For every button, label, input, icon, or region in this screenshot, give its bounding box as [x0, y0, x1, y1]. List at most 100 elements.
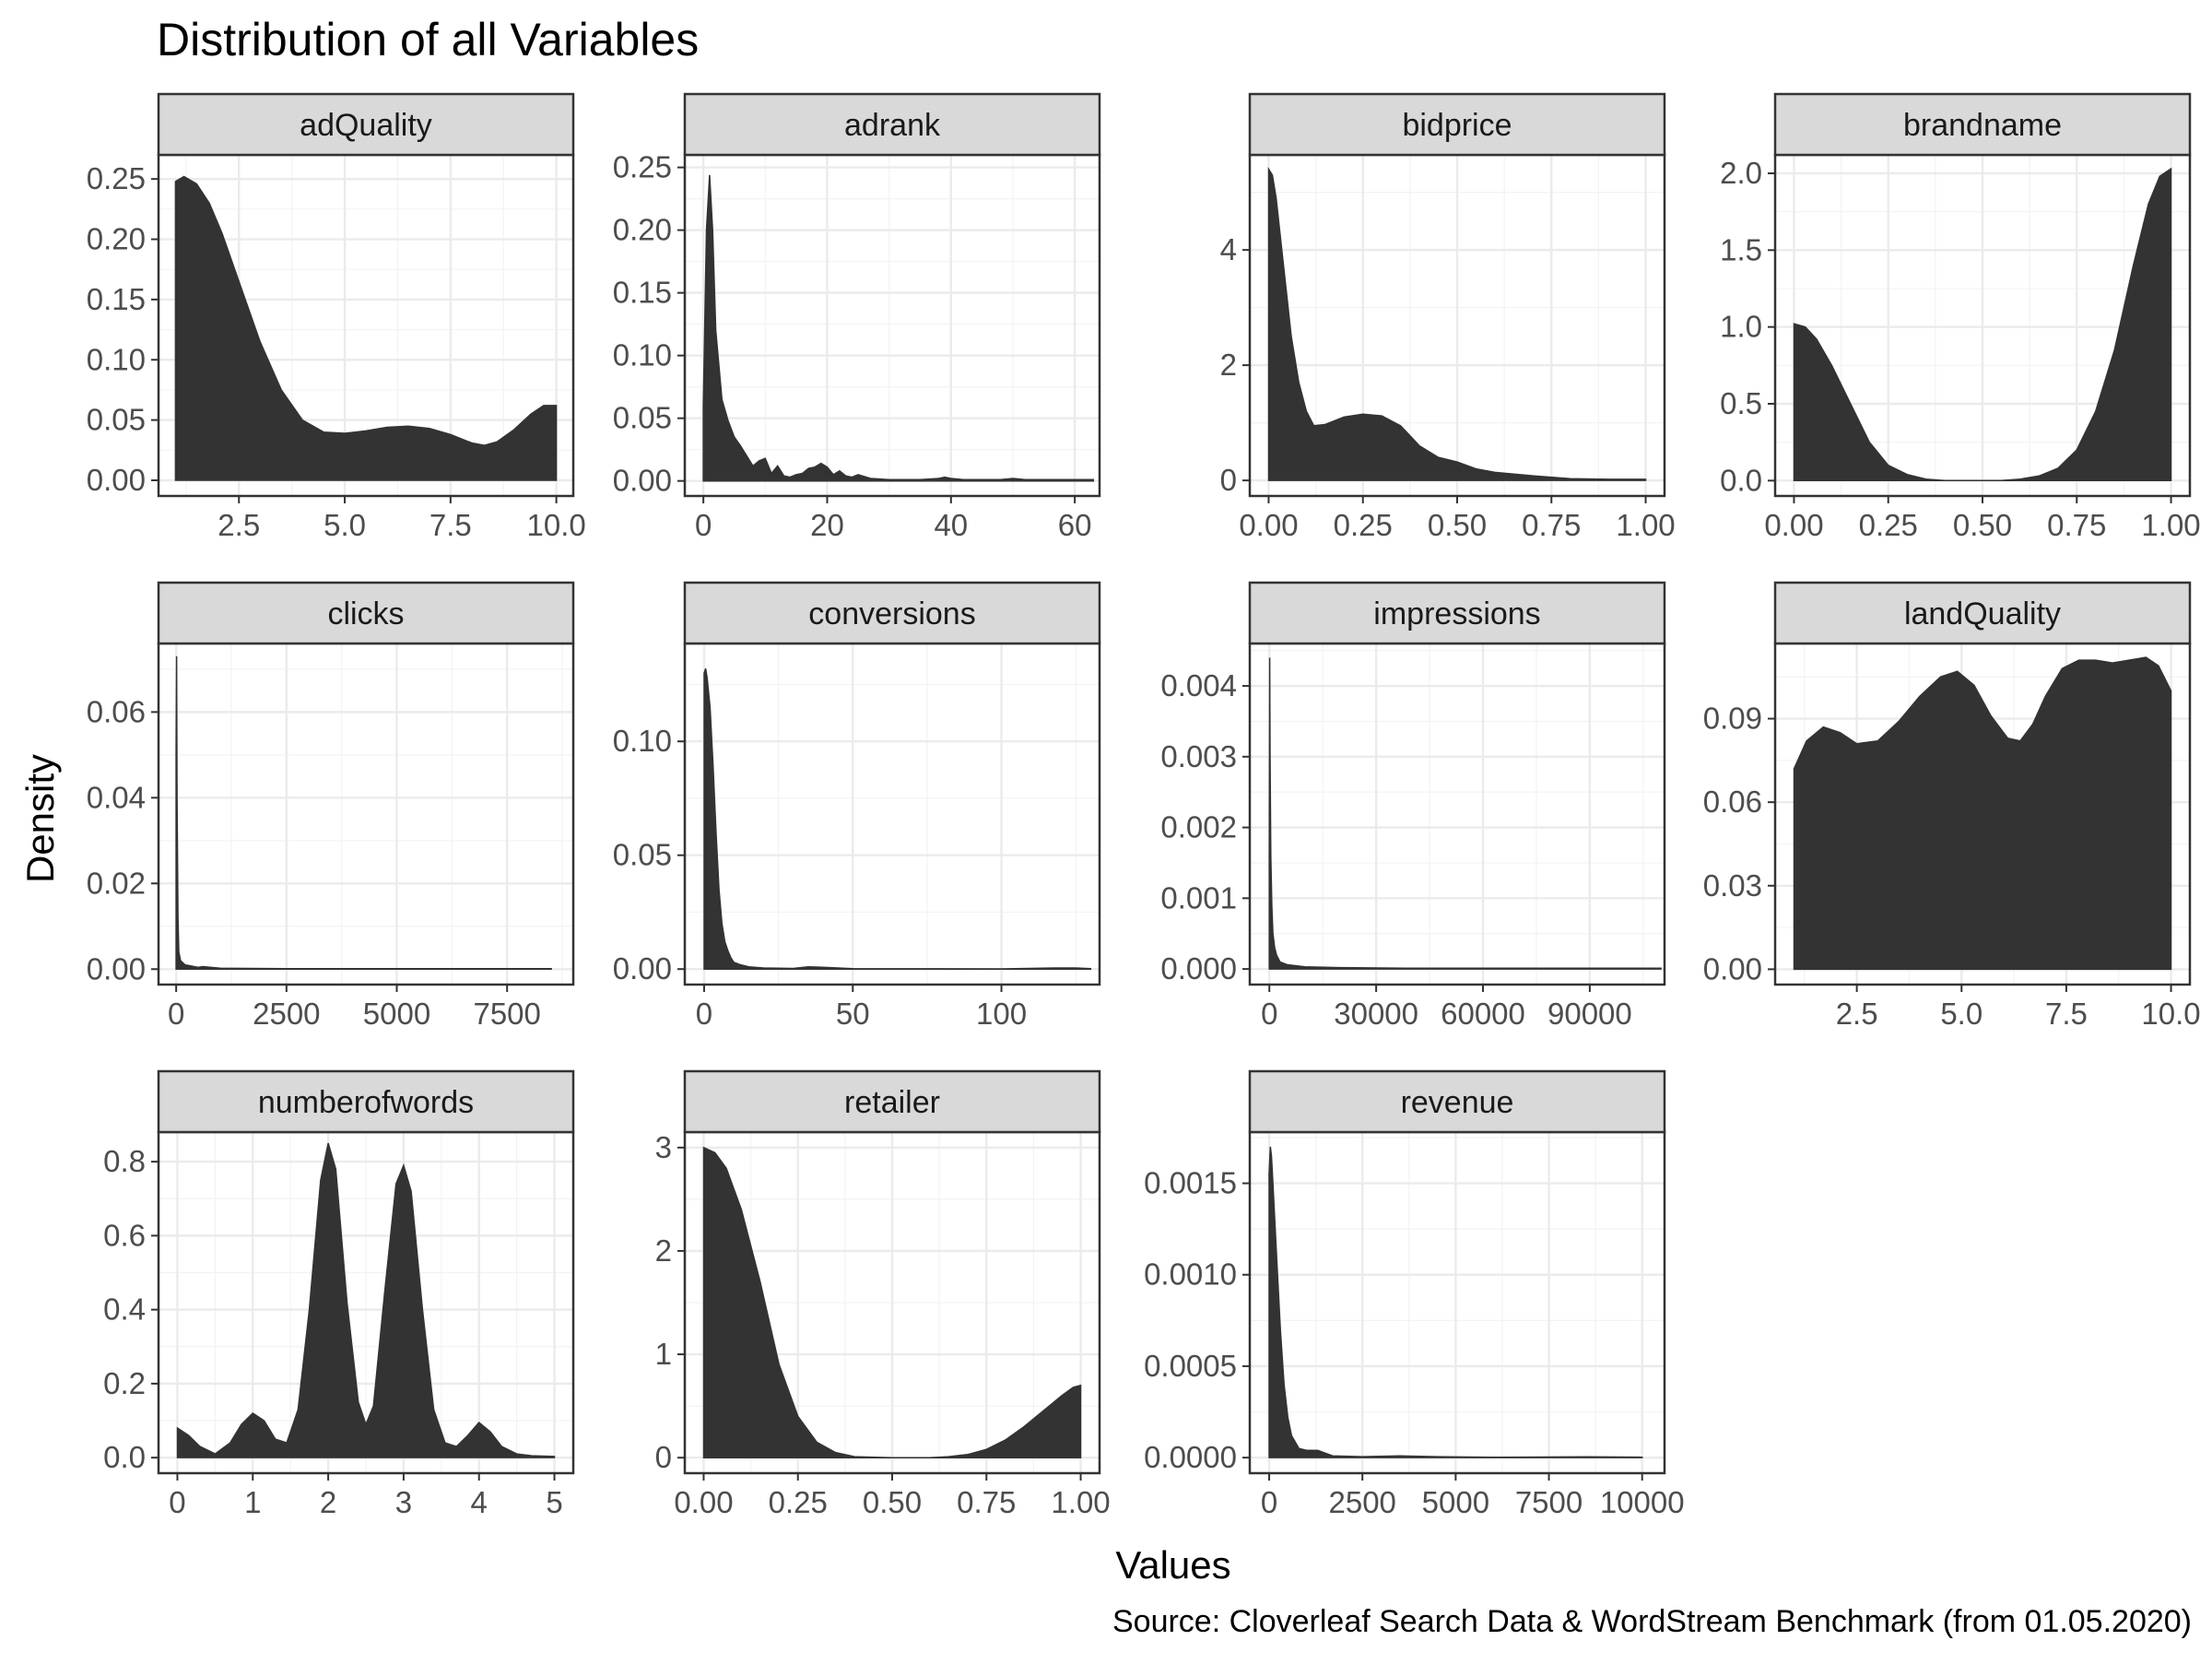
x-tick-label: 0: [1261, 1485, 1277, 1519]
y-tick-label: 1: [655, 1337, 672, 1371]
facet-strip: [1248, 92, 1666, 157]
x-tick-label: 1.00: [1616, 508, 1675, 542]
y-tick-label: 0.10: [613, 724, 672, 758]
facet-strip-label: adQuality: [300, 108, 432, 143]
y-tick-label: 0.4: [103, 1292, 146, 1327]
panel-background: [159, 643, 573, 985]
facet-strip-label: retailer: [844, 1085, 940, 1120]
density-area-revenue: [1268, 1146, 1643, 1458]
facet-strip-label: conversions: [808, 596, 975, 631]
y-tick-label: 0.02: [87, 866, 146, 900]
panel-background: [1250, 643, 1665, 985]
y-tick-label: 0.25: [87, 161, 146, 195]
x-tick-label: 100: [976, 997, 1027, 1031]
y-tick-label: 0.10: [613, 338, 672, 372]
y-tick-label: 0.6: [103, 1218, 146, 1252]
facet-panel-brandname: brandname 0.0 0.5 1.0 1.5 2.0 0.00 0.25 0.50 0.75…: [1720, 92, 2201, 542]
y-tick-label: 2: [1220, 348, 1237, 382]
facet-strip-label: revenue: [1401, 1085, 1514, 1120]
panel-background: [685, 155, 1100, 496]
facet-strip: [683, 92, 1101, 157]
y-tick-label: 0.05: [613, 838, 672, 872]
x-tick-label: 0.75: [2047, 508, 2106, 542]
x-tick-label: 2: [320, 1485, 336, 1519]
x-tick-label: 5000: [1422, 1485, 1489, 1519]
density-area-retailer: [702, 1146, 1082, 1458]
x-tick-label: 50: [836, 997, 870, 1031]
facet-strip-label: brandname: [1903, 108, 2062, 143]
y-tick-label: 0.0000: [1144, 1440, 1237, 1474]
facet-panel-revenue: revenue 0.0000 0.0005 0.0010 0.0015 0 2500 5000…: [1144, 1069, 1685, 1519]
y-tick-label: 0.2: [103, 1366, 146, 1400]
x-tick-label: 0: [695, 508, 712, 542]
y-tick-label: 0.00: [1703, 951, 1762, 985]
y-tick-label: 0.002: [1160, 810, 1237, 844]
y-tick-label: 0.15: [613, 276, 672, 310]
y-tick-label: 4: [1220, 232, 1237, 266]
y-tick-label: 0.05: [613, 401, 672, 435]
y-tick-label: 0.0: [103, 1440, 146, 1474]
x-tick-label: 2500: [1329, 1485, 1396, 1519]
y-tick-label: 0.05: [87, 403, 146, 437]
x-tick-label: 0.00: [1239, 508, 1298, 542]
density-area-adrank: [702, 174, 1095, 482]
chart-caption: Source: Cloverleaf Search Data & WordStr…: [1112, 1604, 2192, 1639]
density-area-conversions: [703, 667, 1092, 970]
x-tick-label: 0.75: [1522, 508, 1581, 542]
x-tick-label: 7500: [473, 997, 540, 1031]
x-tick-label: 0: [168, 997, 184, 1031]
facet-strip: [683, 1069, 1101, 1134]
y-tick-label: 0.03: [1703, 868, 1762, 903]
y-tick-label: 3: [655, 1130, 672, 1164]
x-tick-label: 60000: [1441, 997, 1525, 1031]
y-tick-label: 0.20: [613, 213, 672, 247]
facet-panel-numberofwords: numberofwords 0.0 0.2 0.4 0.6 0.8 0 1 2 3 4 5: [103, 1069, 575, 1519]
x-tick-label: 0: [696, 997, 712, 1031]
x-tick-label: 1: [244, 1485, 261, 1519]
y-tick-label: 0.20: [87, 222, 146, 256]
density-area-brandname: [1793, 167, 2172, 482]
facet-strip: [1773, 92, 2192, 157]
y-tick-label: 0.00: [613, 464, 672, 498]
y-tick-label: 0.15: [87, 282, 146, 316]
x-tick-label: 7500: [1515, 1485, 1583, 1519]
y-tick-label: 1.0: [1720, 310, 1762, 344]
facet-strip-label: numberofwords: [258, 1085, 474, 1120]
density-area-landQuality: [1793, 656, 2172, 971]
y-tick-label: 1.5: [1720, 232, 1762, 266]
facet-panel-adQuality: adQuality 0.00 0.05 0.10 0.15 0.20 0.25 2.5 5.0 7…: [87, 92, 586, 542]
y-tick-label: 0.0010: [1144, 1257, 1237, 1292]
x-tick-label: 0: [169, 1485, 185, 1519]
facet-panel-impressions: impressions 0.000 0.001 0.002 0.003 0.004 0 300…: [1160, 581, 1666, 1031]
density-area-impressions: [1268, 657, 1662, 970]
y-tick-label: 0.000: [1160, 951, 1237, 985]
facet-panel-conversions: conversions 0.00 0.05 0.10 0 50 100: [613, 581, 1101, 1031]
facet-strip-label: clicks: [327, 596, 404, 631]
x-tick-label: 0.50: [863, 1485, 922, 1519]
x-tick-label: 2.5: [1836, 997, 1878, 1031]
y-tick-label: 0.00: [613, 951, 672, 985]
x-tick-label: 7.5: [2045, 997, 2088, 1031]
x-tick-label: 10.0: [527, 508, 586, 542]
y-tick-label: 0: [1220, 463, 1237, 497]
y-tick-label: 0.003: [1160, 739, 1237, 773]
y-tick-label: 0.0015: [1144, 1166, 1237, 1200]
x-tick-label: 0.00: [1764, 508, 1823, 542]
x-tick-label: 0.25: [769, 1485, 828, 1519]
facet-panel-adrank: adrank 0.00 0.05 0.10 0.15 0.20 0.25 0 20 40 60: [613, 92, 1101, 542]
y-tick-label: 2: [655, 1233, 672, 1268]
facet-strip: [1248, 581, 1666, 645]
facet-panel-retailer: retailer 0 1 2 3 0.00 0.25 0.50 0.75 1.00: [655, 1069, 1111, 1519]
x-tick-label: 5.0: [324, 508, 366, 542]
x-tick-label: 0.50: [1953, 508, 2012, 542]
facet-strip: [1248, 1069, 1666, 1134]
y-tick-label: 0.10: [87, 342, 146, 376]
x-tick-label: 30000: [1334, 997, 1418, 1031]
y-tick-label: 0: [655, 1440, 672, 1474]
x-tick-label: 1.00: [2141, 508, 2200, 542]
y-tick-label: 0.00: [87, 463, 146, 497]
x-tick-label: 60: [1058, 508, 1092, 542]
x-tick-label: 1.00: [1051, 1485, 1110, 1519]
